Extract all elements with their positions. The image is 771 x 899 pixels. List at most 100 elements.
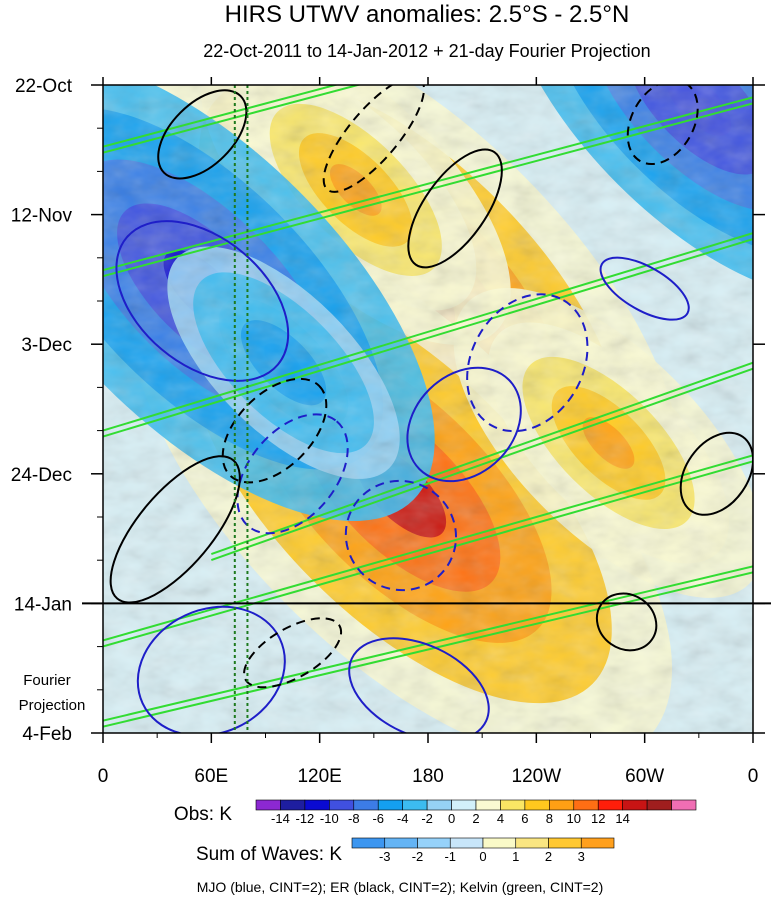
colorbar-swatch: [671, 799, 697, 811]
chart-subtitle: 22-Oct-2011 to 14-Jan-2012 + 21-day Four…: [203, 41, 650, 61]
er-contour: [407, 148, 503, 269]
obs-colorbar: -14 -12 -10 -8 -6 -4 -2 0 2 4 6 8 10 12 14: [255, 799, 697, 826]
x-tick-label: 60E: [194, 766, 228, 787]
colorbar-swatch: [482, 837, 517, 849]
projection-label-line2: Projection: [19, 697, 86, 714]
x-tick-label: 120W: [512, 766, 562, 787]
colorbar-tick-label: 1: [512, 849, 519, 864]
colorbar-tick-label: 14: [615, 811, 629, 826]
colorbar-swatch: [548, 837, 582, 849]
colorbar-tick-label: -4: [397, 811, 409, 826]
chart-title: HIRS UTWV anomalies: 2.5°S - 2.5°N: [225, 1, 630, 28]
obs-colorbar-label: Obs: K: [174, 804, 232, 825]
mjo-contour: [136, 605, 286, 733]
x-tick-label: 0: [748, 766, 759, 787]
colorbar-swatch: [573, 799, 599, 811]
colorbar-swatch: [622, 799, 648, 811]
colorbar-swatch: [417, 837, 451, 849]
colorbar-swatch: [451, 799, 477, 811]
mjo-contour: [344, 479, 458, 592]
y-tick-label: 24-Dec: [11, 465, 72, 486]
kelvin-contour: [211, 367, 753, 561]
reference-lines: [233, 85, 249, 733]
colorbar-tick-label: 2: [545, 849, 552, 864]
mjo-contour: [115, 220, 290, 382]
colorbar-swatch: [353, 799, 379, 811]
er-contour: [109, 455, 241, 604]
colorbar-tick-label: 6: [521, 811, 528, 826]
x-tick-label: 120E: [297, 766, 341, 787]
y-tick-label: 4-Feb: [22, 724, 72, 745]
colorbar-swatch: [329, 799, 355, 811]
colorbar-swatch: [580, 837, 615, 849]
colorbar-swatch: [449, 837, 484, 849]
x-tick-label: 60W: [625, 766, 664, 787]
colorbar-tick-label: -14: [271, 811, 290, 826]
wave-contours: [109, 85, 753, 733]
colorbar-swatch: [280, 799, 306, 811]
y-tick-label: 3-Dec: [21, 335, 72, 356]
colorbar-tick-label: -12: [295, 811, 314, 826]
colorbar-swatch: [255, 799, 281, 811]
colorbar-tick-label: 8: [546, 811, 553, 826]
kelvin-contour: [103, 85, 362, 154]
kelvin-contour: [103, 102, 753, 278]
kelvin-contour: [103, 238, 753, 438]
texture-noise: [103, 85, 753, 733]
y-tick-label: 14-Jan: [14, 594, 72, 615]
colorbar-tick-label: -8: [348, 811, 360, 826]
colorbar-swatch: [384, 837, 418, 849]
x-tick-label: 0: [98, 766, 109, 787]
kelvin-contour: [103, 565, 753, 722]
colorbar-swatch: [351, 837, 386, 849]
colorbar-swatch: [597, 799, 623, 811]
mjo-contour: [599, 256, 690, 321]
footnote: MJO (blue, CINT=2); ER (black, CINT=2); …: [197, 879, 604, 895]
er-contour: [221, 377, 328, 484]
colorbar-swatch: [402, 799, 428, 811]
colorbar-swatch: [304, 799, 330, 811]
colorbar-tick-label: 0: [479, 849, 486, 864]
colorbar-swatch: [549, 799, 575, 811]
colorbar-swatch: [475, 799, 501, 811]
colorbar-tick-label: 2: [472, 811, 479, 826]
axes: 0 60E 120E 180 120W 60W 0 22-Oct 12-Nov 3-Dec 24-D…: [11, 76, 765, 787]
kelvin-contour: [103, 454, 753, 642]
colorbar-tick-label: -3: [379, 849, 391, 864]
colorbar-tick-label: 10: [567, 811, 581, 826]
colorbar-swatch: [426, 799, 452, 811]
er-contour: [157, 89, 248, 180]
kelvin-contour: [103, 85, 340, 148]
colorbar-tick-label: -2: [421, 811, 433, 826]
er-contour: [243, 617, 343, 689]
colorbar-swatch: [500, 799, 526, 811]
colorbar-tick-label: 12: [591, 811, 605, 826]
colorbar-swatch: [515, 837, 549, 849]
colorbar-tick-label: -10: [320, 811, 339, 826]
colorbar-tick-label: 3: [578, 849, 585, 864]
waves-colorbar-label: Sum of Waves: K: [196, 844, 342, 865]
kelvin-contour: [103, 96, 753, 272]
colorbar-swatch: [524, 799, 550, 811]
er-contour: [626, 85, 699, 166]
waves-colorbar: -3 -2 -1 0 1 2 3: [351, 837, 615, 864]
colorbar-tick-label: 4: [497, 811, 504, 826]
colorbar-tick-label: -2: [412, 849, 424, 864]
plot-area: [103, 85, 753, 733]
colorbar-tick-label: 0: [448, 811, 455, 826]
kelvin-contour: [103, 232, 753, 432]
mjo-contour: [406, 366, 522, 483]
projection-label-line1: Fourier: [23, 672, 71, 689]
er-contour: [322, 85, 425, 193]
colorbar-swatch: [377, 799, 403, 811]
er-contour: [679, 431, 753, 516]
kelvin-contours: [103, 85, 753, 728]
colorbar-swatch: [646, 799, 672, 811]
colorbar-tick-label: -1: [444, 849, 456, 864]
colorbar-tick-label: -6: [372, 811, 384, 826]
mjo-contour: [348, 637, 490, 733]
y-tick-label: 12-Nov: [11, 206, 73, 227]
mjo-contour: [466, 293, 589, 433]
x-tick-label: 180: [412, 766, 444, 787]
